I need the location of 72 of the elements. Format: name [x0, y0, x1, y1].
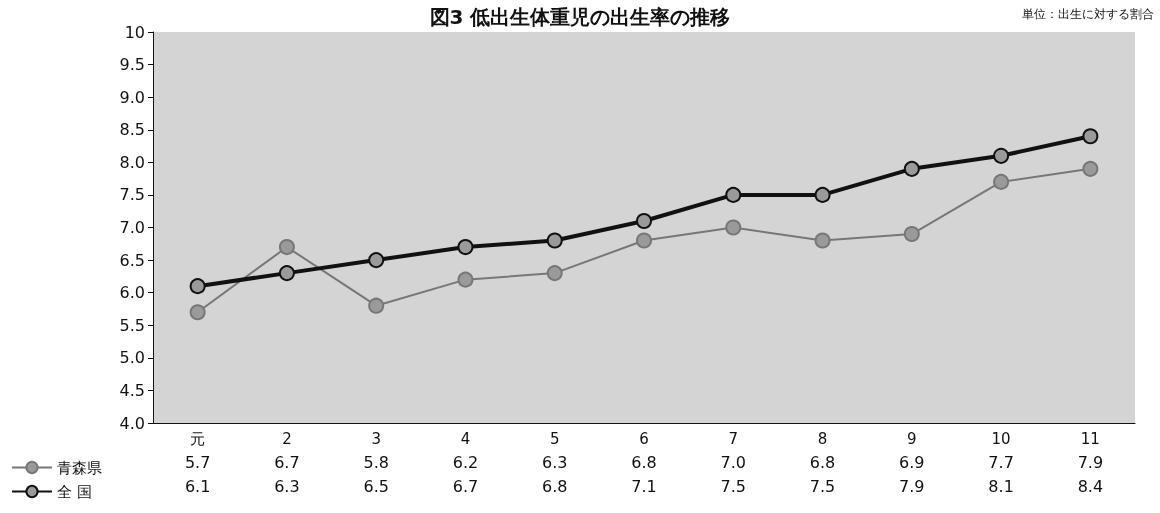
point — [546, 265, 563, 282]
y-tick-label: 5.0 — [119, 348, 145, 368]
point — [368, 252, 385, 269]
point — [903, 226, 920, 243]
point — [903, 160, 920, 177]
point — [814, 232, 831, 249]
data-label: 6.7 — [452, 476, 479, 496]
data-label: 5.7 — [184, 452, 211, 472]
data-label: 6.2 — [452, 452, 479, 472]
x-tick-label: 8 — [817, 429, 828, 448]
data-label: 6.3 — [542, 452, 568, 472]
point — [189, 304, 206, 321]
text: 単位：出生に対する割合 — [1022, 7, 1154, 21]
point — [457, 239, 474, 256]
data-label: 6.9 — [899, 452, 925, 472]
y-tick-label: 5.5 — [119, 315, 145, 335]
data-label: 8.1 — [988, 476, 1014, 496]
point — [993, 173, 1010, 190]
data-label: 6.5 — [363, 476, 389, 496]
y-tick-label: 9.5 — [119, 55, 145, 75]
point — [725, 219, 742, 236]
y-tick-label: 9.0 — [119, 87, 145, 107]
point — [636, 212, 652, 229]
data-label: 7.0 — [720, 452, 746, 472]
legend-label: 青森県 — [57, 458, 102, 477]
point — [278, 265, 295, 282]
y-tick-label: 7.0 — [119, 218, 145, 237]
data-label: 7.7 — [988, 452, 1014, 472]
x-tick-label: 11 — [1080, 429, 1100, 448]
point — [546, 232, 563, 249]
point — [993, 147, 1010, 164]
data-label: 8.4 — [1077, 476, 1104, 496]
data-label: 5.8 — [363, 452, 389, 472]
x-tick-label: 3 — [371, 429, 381, 448]
point — [189, 278, 206, 295]
x-tick-label: 6 — [639, 429, 649, 448]
y-tick-label: 6.0 — [119, 283, 145, 303]
y-tick-label: 8.0 — [119, 152, 145, 172]
data-label: 7.5 — [720, 476, 746, 496]
x-tick-label: 5 — [549, 429, 560, 448]
data-label: 6.8 — [809, 452, 836, 472]
y-tick-label: 10 — [124, 22, 145, 42]
x-tick-label: 9 — [907, 429, 917, 448]
point — [814, 186, 831, 203]
point — [278, 239, 295, 256]
legend-label: 全 国 — [57, 482, 92, 501]
data-label: 7.9 — [1077, 452, 1104, 472]
chart-title: 図3 低出生体重児の出生率の推移 — [429, 5, 731, 29]
data-label: 7.9 — [899, 476, 925, 496]
x-tick-label: 2 — [282, 429, 292, 448]
x-tick-label: 4 — [460, 429, 471, 448]
data-label: 6.3 — [274, 476, 300, 496]
data-label: 7.5 — [809, 476, 836, 496]
point — [636, 232, 652, 249]
x-tick-label: 元 — [190, 429, 206, 448]
y-tick-label: 8.5 — [119, 120, 145, 140]
y-tick-label: 7.5 — [119, 185, 145, 205]
x-tick-label: 10 — [991, 429, 1011, 448]
data-label: 6.8 — [542, 476, 568, 496]
y-tick-label: 6.5 — [119, 250, 145, 270]
point — [457, 271, 474, 288]
point — [725, 186, 742, 203]
point — [1082, 128, 1099, 145]
data-label: 6.7 — [274, 452, 300, 472]
data-label: 6.8 — [631, 452, 657, 472]
data-label: 7.1 — [631, 476, 657, 496]
data-label: 6.1 — [184, 476, 211, 496]
point — [368, 297, 385, 314]
y-tick-label: 4.5 — [119, 380, 145, 400]
point — [1082, 160, 1099, 177]
x-tick-label: 7 — [728, 429, 739, 448]
y-tick-label: 4.0 — [119, 413, 145, 433]
